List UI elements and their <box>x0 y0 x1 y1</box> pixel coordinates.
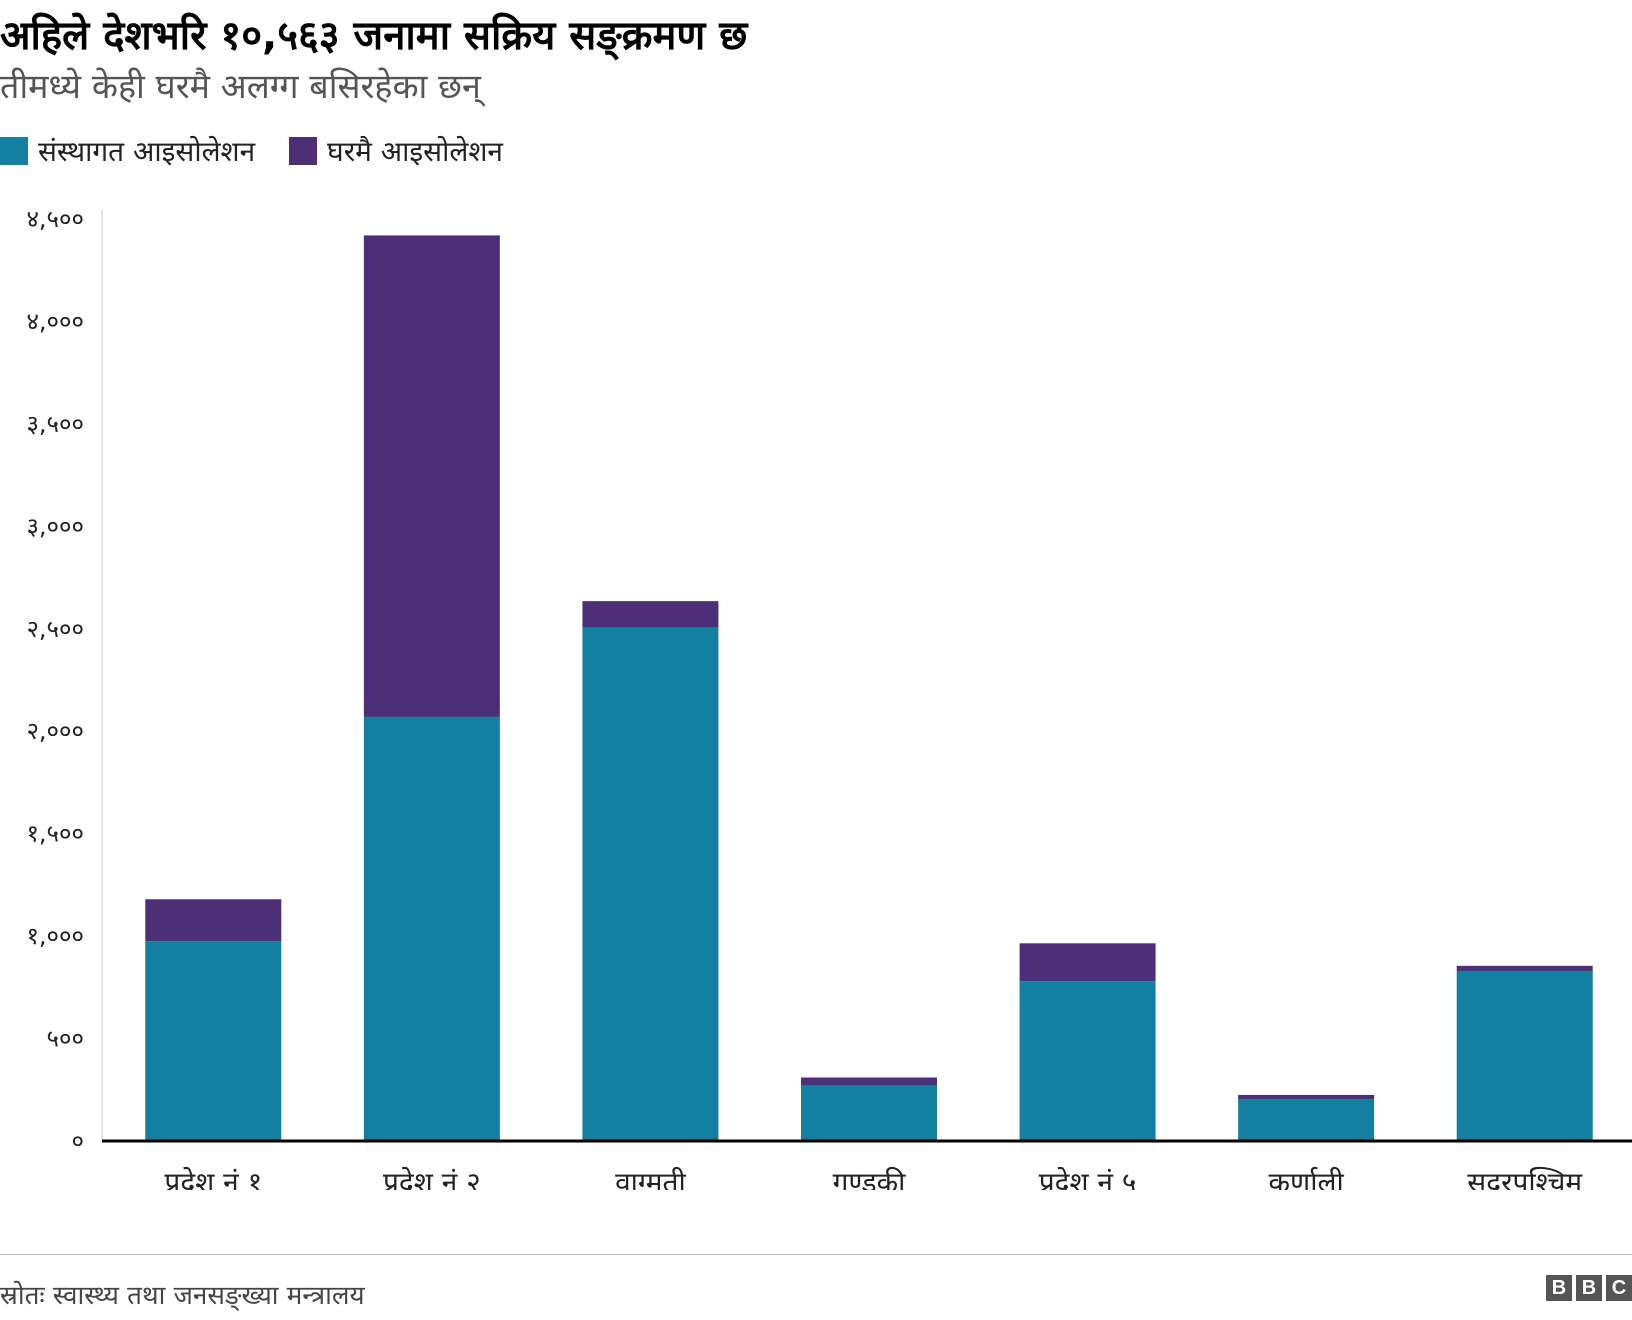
y-tick-label: ३,००० <box>26 512 84 540</box>
chart-subtitle: तीमध्ये केही घरमै अलग्ग बसिरहेका छन् <box>0 67 481 107</box>
source-note: स्रोतः स्वास्थ्य तथा जनसङ्ख्या मन्त्रालय <box>0 1281 365 1311</box>
y-tick-label: १,५०० <box>26 820 84 848</box>
chart-title: अहिले देशभरि १०,५६३ जनामा सक्रिय सङ्क्रम… <box>0 13 748 59</box>
y-tick-label: ४,००० <box>26 307 84 335</box>
x-tick-label: गण्डकी <box>833 1166 907 1190</box>
bar-segment-institutional <box>582 627 719 1140</box>
x-tick-label: वाग्मती <box>615 1166 686 1190</box>
bar-segment-home <box>801 1077 937 1086</box>
legend: संस्थागत आइसोलेशन घरमै आइसोलेशन <box>0 132 537 170</box>
y-tick-label: ३,५०० <box>26 410 84 438</box>
bar-segment-home <box>1019 943 1156 982</box>
bar-segment-institutional <box>145 941 282 1140</box>
legend-label-home: घरमै आइसोलेशन <box>327 135 503 168</box>
y-tick-label: ४,५०० <box>26 205 84 233</box>
y-tick-label: ५०० <box>47 1025 84 1053</box>
bbc-logo: B B C <box>1546 1275 1632 1301</box>
bar-segment-home <box>145 899 282 942</box>
legend-swatch-institutional <box>0 137 28 165</box>
bar-segment-institutional <box>363 716 500 1140</box>
x-tick-label: प्रदेश नं १ <box>164 1166 262 1190</box>
bar-segment-home <box>1238 1094 1375 1100</box>
logo-letter: B <box>1576 1275 1602 1301</box>
footer-divider <box>0 1254 1632 1255</box>
legend-swatch-home <box>289 137 318 165</box>
x-tick-label: प्रदेश नं ५ <box>1039 1166 1137 1190</box>
legend-item-institutional: संस्थागत आइसोलेशन <box>0 132 255 170</box>
bar-segment-institutional <box>801 1085 937 1140</box>
y-tick-label: २,००० <box>26 717 84 745</box>
bar-segment-institutional <box>1238 1099 1375 1140</box>
bar-segment-home <box>582 601 719 628</box>
logo-letter: B <box>1546 1275 1572 1301</box>
y-tick-label: १,००० <box>26 922 84 950</box>
stacked-bar-chart: ० ५०० १,००० १,५०० २,००० २,५०० ३,००० ३,५०० ४,००० ४… <box>26 205 1632 1190</box>
bar-segment-home <box>1456 965 1593 971</box>
legend-item-home: घरमै आइसोलेशन <box>289 132 503 170</box>
bar-segment-institutional <box>1019 981 1156 1140</box>
y-tick-label: ० <box>72 1127 84 1155</box>
logo-letter: C <box>1606 1275 1632 1301</box>
bar-segment-home <box>363 235 500 717</box>
y-tick-label: २,५०० <box>26 615 84 643</box>
legend-label-institutional: संस्थागत आइसोलेशन <box>38 135 256 168</box>
x-tick-label: प्रदेश नं २ <box>383 1166 481 1190</box>
x-tick-label: सुदूरपश्चिम <box>1467 1166 1583 1190</box>
x-tick-label: कर्णाली <box>1269 1166 1345 1190</box>
bar-segment-institutional <box>1456 970 1593 1140</box>
